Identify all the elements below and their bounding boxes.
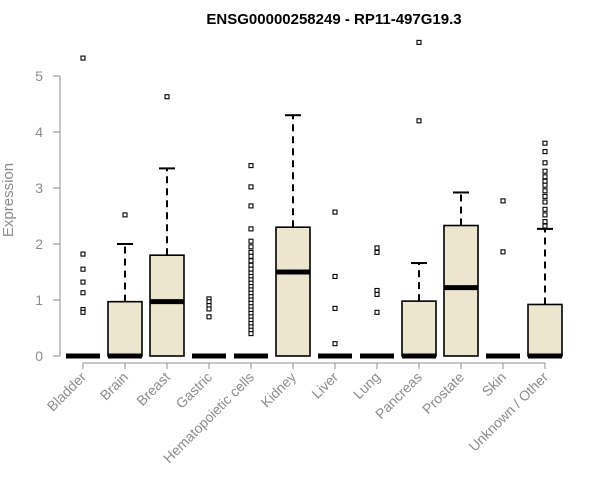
- outlier-point: [80, 279, 86, 285]
- outlier-point: [542, 160, 548, 166]
- x-category-label: Lung: [350, 369, 383, 402]
- box-iqr: [107, 300, 143, 357]
- x-category-label: Brain: [97, 369, 131, 403]
- box-group: [275, 114, 311, 357]
- box-group: [234, 163, 268, 359]
- outlier-point: [248, 244, 254, 250]
- y-axis-label: Expression: [0, 163, 17, 237]
- box-iqr: [149, 254, 185, 357]
- box-group: [443, 191, 479, 357]
- outlier-point: [542, 182, 548, 188]
- box-group: [66, 55, 100, 359]
- box-group: [527, 140, 563, 359]
- outlier-point: [542, 212, 548, 218]
- chart-title: ENSG00000258249 - RP11-497G19.3: [206, 11, 461, 28]
- outlier-point: [248, 226, 254, 232]
- box-iqr: [275, 226, 311, 357]
- outlier-point: [206, 314, 212, 320]
- outlier-point: [542, 149, 548, 155]
- x-category-label: Pancreas: [372, 369, 425, 422]
- outlier-point: [374, 309, 380, 315]
- outlier-point: [542, 140, 548, 146]
- y-tick-label: 0: [35, 348, 43, 364]
- outlier-point: [80, 290, 86, 296]
- outlier-point: [500, 249, 506, 255]
- outlier-point: [332, 341, 338, 347]
- box-iqr: [527, 303, 563, 357]
- outlier-point: [248, 238, 254, 244]
- y-tick-label: 3: [35, 180, 43, 196]
- y-tick-label: 4: [35, 124, 43, 140]
- x-category-label: Unknown / Other: [466, 369, 552, 455]
- outlier-point: [332, 209, 338, 215]
- y-tick-label: 5: [35, 68, 43, 84]
- outlier-point: [374, 249, 380, 255]
- x-category-label: Skin: [479, 369, 510, 400]
- box-iqr: [401, 300, 437, 357]
- box-group: [401, 39, 437, 359]
- outlier-point: [542, 193, 548, 199]
- y-tick-label: 1: [35, 292, 43, 308]
- x-category-label: Bladder: [44, 369, 90, 415]
- box-group: [360, 245, 394, 359]
- outlier-point: [374, 291, 380, 297]
- x-category-label: Liver: [308, 369, 341, 402]
- x-category-label: Prostate: [419, 369, 467, 417]
- outlier-point: [122, 212, 128, 218]
- outlier-point: [542, 199, 548, 205]
- box-group: [486, 198, 520, 359]
- outlier-point: [332, 305, 338, 311]
- outlier-point: [374, 245, 380, 251]
- outlier-point: [80, 55, 86, 61]
- outlier-point: [542, 223, 548, 229]
- outlier-point: [164, 94, 170, 100]
- outlier-point: [500, 198, 506, 204]
- outlier-point: [206, 306, 212, 312]
- outlier-point: [248, 253, 254, 259]
- outlier-point: [80, 251, 86, 257]
- x-category-label: Kidney: [258, 369, 300, 411]
- y-tick-label: 2: [35, 236, 43, 252]
- outlier-point: [80, 309, 86, 315]
- x-category-label: Breast: [133, 369, 173, 409]
- outlier-point: [332, 273, 338, 280]
- outlier-point: [542, 188, 548, 194]
- outlier-point: [542, 219, 548, 225]
- outlier-point: [542, 174, 548, 180]
- plot-area: [66, 39, 563, 359]
- outlier-point: [80, 266, 86, 272]
- outlier-point: [416, 39, 422, 45]
- box-group: [107, 212, 143, 359]
- outlier-point: [542, 206, 548, 212]
- outlier-point: [248, 203, 254, 209]
- outlier-point: [248, 258, 254, 264]
- outlier-point: [248, 331, 254, 337]
- outlier-point: [248, 163, 254, 169]
- outlier-point: [248, 184, 254, 190]
- outlier-point: [542, 168, 548, 174]
- box-group: [192, 296, 226, 359]
- y-axis: 0 1 2 3 4 5: [35, 68, 61, 364]
- box-group: [318, 209, 352, 359]
- box-group: [149, 94, 185, 357]
- outlier-point: [416, 118, 422, 124]
- box-iqr: [443, 224, 479, 357]
